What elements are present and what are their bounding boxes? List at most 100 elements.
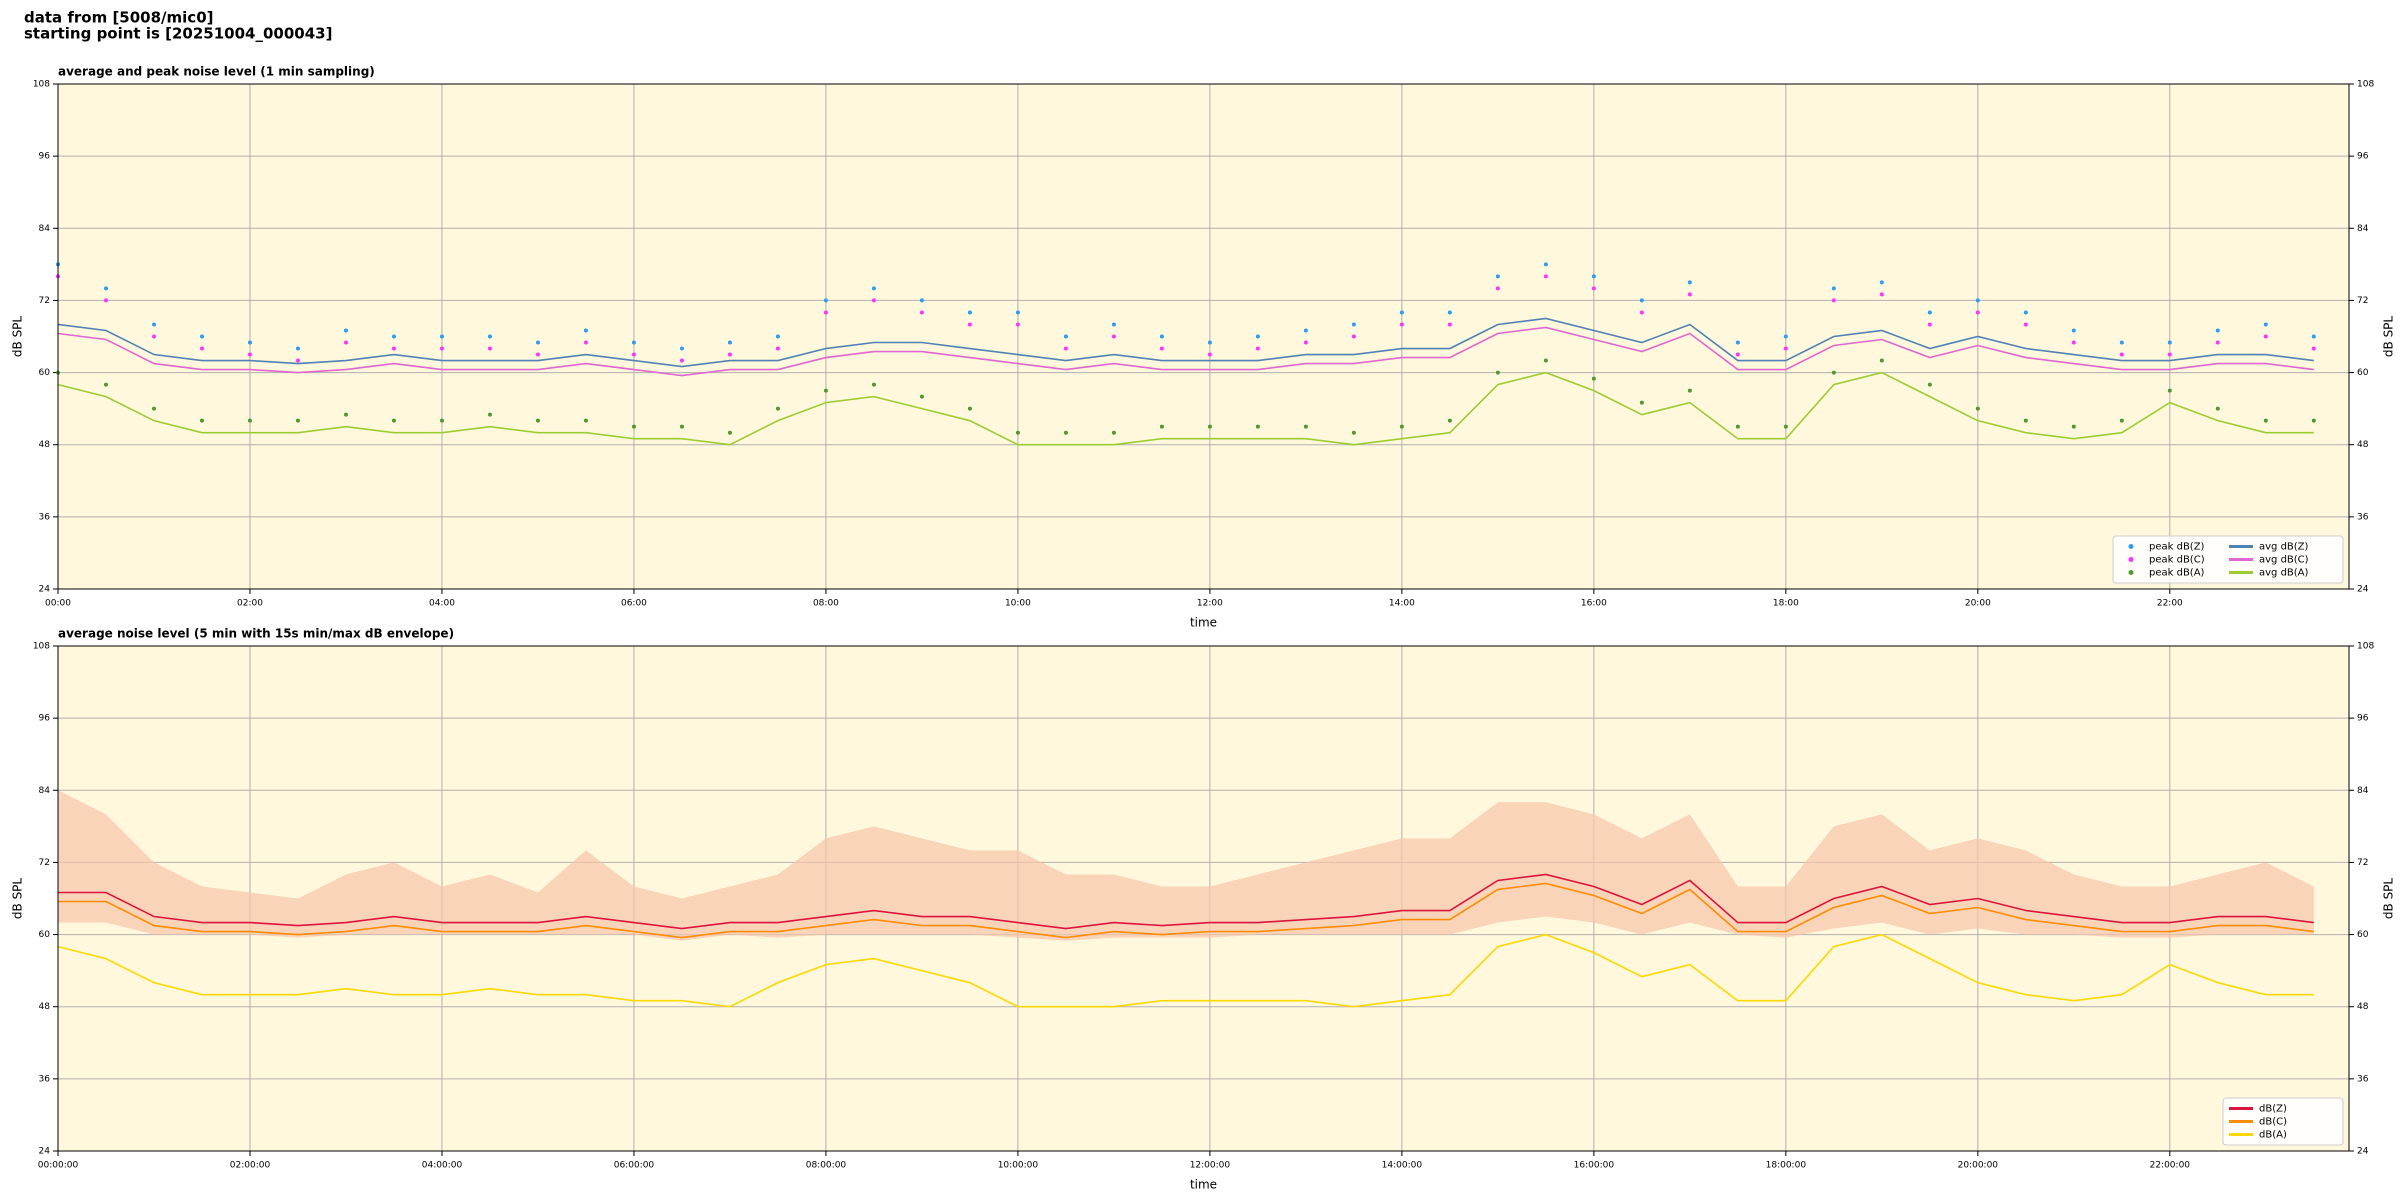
y-tick-label: 48 (39, 1002, 51, 1012)
peak-point (919, 310, 924, 315)
peak-point (343, 412, 348, 417)
peak-point (1975, 310, 1980, 315)
x-tick-label: 20:00:00 (1958, 1161, 1999, 1171)
peak-point (1207, 340, 1212, 345)
peak-point (871, 382, 876, 387)
peak-point (823, 298, 828, 303)
peak-point (2311, 334, 2316, 339)
peak-point (2119, 418, 2124, 423)
peak-point (1303, 340, 1308, 345)
peak-point (1255, 334, 1260, 339)
y-tick-label: 24 (2357, 585, 2369, 595)
peak-point (1303, 328, 1308, 333)
y-axis-label: dB SPL (11, 316, 25, 358)
chart-title: average noise level (5 min with 15s min/… (58, 627, 454, 641)
x-tick-label: 18:00:00 (1766, 1161, 1807, 1171)
peak-point (2071, 340, 2076, 345)
peak-point (1639, 298, 1644, 303)
x-tick-label: 12:00:00 (1190, 1161, 1231, 1171)
x-tick-label: 04:00 (429, 599, 455, 609)
peak-point (199, 346, 204, 351)
peak-point (1831, 370, 1836, 375)
peak-point (2071, 424, 2076, 429)
y-tick-label: 48 (2357, 1002, 2369, 1012)
peak-point (1735, 340, 1740, 345)
peak-point (1399, 322, 1404, 327)
peak-point (343, 340, 348, 345)
peak-point (439, 418, 444, 423)
legend-label: dB(A) (2259, 1130, 2287, 1141)
y-tick-label: 108 (33, 642, 50, 652)
legend-label: avg dB(A) (2259, 568, 2309, 579)
x-tick-label: 02:00 (237, 599, 263, 609)
peak-point (631, 424, 636, 429)
peak-point (343, 328, 348, 333)
peak-point (247, 352, 252, 357)
y-axis-label: dB SPL (2382, 316, 2396, 358)
y-tick-label: 108 (2357, 642, 2374, 652)
peak-point (1879, 280, 1884, 285)
peak-point (775, 406, 780, 411)
peak-point (679, 424, 684, 429)
peak-point (247, 340, 252, 345)
series-line (58, 882, 2314, 939)
peak-point (487, 346, 492, 351)
peak-point (1447, 322, 1452, 327)
peak-point (1159, 346, 1164, 351)
peak-point (391, 334, 396, 339)
peak-point (1687, 388, 1692, 393)
legend-label: dB(Z) (2259, 1104, 2287, 1115)
x-tick-label: 18:00 (1773, 599, 1799, 609)
y-tick-label: 36 (2357, 512, 2369, 522)
peak-point (1927, 310, 1932, 315)
y-tick-label: 60 (2357, 368, 2369, 378)
y-tick-label: 96 (39, 714, 51, 724)
legend: dB(Z) dB(C) dB(A) (2222, 1097, 2344, 1146)
peak-point (1495, 274, 1500, 279)
x-tick-label: 02:00:00 (230, 1161, 271, 1171)
peak-point (439, 346, 444, 351)
series-line (57, 317, 2314, 368)
peak-point (2023, 310, 2028, 315)
series-line (57, 933, 2314, 1008)
peak-point (2119, 352, 2124, 357)
peak-point (1591, 274, 1596, 279)
peak-point (583, 328, 588, 333)
peak-point (871, 286, 876, 291)
y-tick-label: 36 (2357, 1074, 2369, 1084)
legend-label: avg dB(Z) (2259, 542, 2309, 553)
peak-point (967, 322, 972, 327)
peak-point (967, 310, 972, 315)
y-tick-label: 36 (39, 1074, 51, 1084)
peak-point (439, 334, 444, 339)
y-tick-label: 84 (2357, 786, 2369, 796)
peak-point (631, 352, 636, 357)
peak-point (1015, 310, 1020, 315)
y-tick-label: 96 (2357, 714, 2369, 724)
header-line: data from [5008/mic0] (24, 9, 214, 27)
peak-point (1303, 424, 1308, 429)
y-axis-label: dB SPL (11, 878, 25, 920)
peak-point (535, 418, 540, 423)
y-tick-label: 48 (39, 440, 51, 450)
peak-point (775, 334, 780, 339)
peak-point (2263, 334, 2268, 339)
legend-box (2112, 535, 2344, 584)
peak-point (1015, 430, 1020, 435)
peak-point (1543, 262, 1548, 267)
y-tick-label: 84 (2357, 224, 2369, 234)
y-tick-label: 24 (39, 1147, 51, 1157)
peak-point (1159, 334, 1164, 339)
peak-point (1735, 352, 1740, 357)
peak-point (2167, 352, 2172, 357)
legend-label: dB(C) (2259, 1117, 2287, 1128)
plot-frame (57, 83, 2350, 590)
peak-point (1543, 358, 1548, 363)
peak-point (2023, 418, 2028, 423)
series-line (58, 873, 2314, 930)
peak-point (2167, 340, 2172, 345)
peak-point (679, 346, 684, 351)
series-line (57, 326, 2314, 377)
peak-point (1207, 424, 1212, 429)
x-tick-label: 08:00:00 (806, 1161, 847, 1171)
